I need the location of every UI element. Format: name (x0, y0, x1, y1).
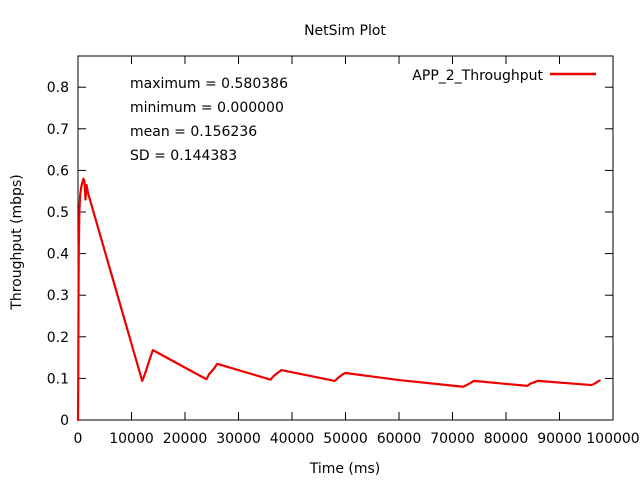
y-tick-label: 0.7 (47, 122, 69, 138)
x-axis-ticks: 0 10000 20000 30000 40000 50000 60000 70000 8000… (74, 56, 640, 447)
stat-mean: mean = 0.156236 (130, 124, 257, 140)
stat-minimum: minimum = 0.000000 (130, 100, 284, 116)
x-tick-label: 40000 (270, 431, 315, 447)
x-tick-label: 10000 (109, 431, 154, 447)
stat-maximum: maximum = 0.580386 (130, 76, 288, 92)
legend-label: APP_2_Throughput (412, 68, 543, 84)
x-tick-label: 20000 (163, 431, 208, 447)
chart-title: NetSim Plot (304, 23, 386, 39)
stat-sd: SD = 0.144383 (130, 148, 237, 164)
y-tick-label: 0.6 (47, 163, 69, 179)
y-tick-label: 0.8 (47, 80, 69, 96)
y-axis-ticks: 0 0.1 0.2 0.3 0.4 0.5 0.6 0.7 0.8 (47, 80, 613, 429)
x-tick-label: 90000 (537, 431, 582, 447)
series-line (76, 177, 601, 422)
y-tick-label: 0.3 (47, 288, 69, 304)
y-tick-label: 0.1 (47, 371, 69, 387)
y-axis-label: Throughput (mbps) (9, 174, 25, 310)
y-tick-label: 0.2 (47, 330, 69, 346)
x-tick-label: 70000 (430, 431, 475, 447)
x-tick-label: 30000 (216, 431, 261, 447)
stats-annotation: maximum = 0.580386 minimum = 0.000000 me… (130, 76, 288, 164)
y-tick-label: 0.4 (47, 247, 69, 263)
x-tick-label: 60000 (377, 431, 422, 447)
x-tick-label: 0 (74, 431, 83, 447)
legend: APP_2_Throughput (412, 68, 596, 84)
x-tick-label: 100000 (586, 431, 639, 447)
y-tick-label: 0 (60, 413, 69, 429)
series-group (76, 177, 601, 422)
y-tick-label: 0.5 (47, 205, 69, 221)
x-axis-label: Time (ms) (309, 461, 381, 477)
x-tick-label: 80000 (484, 431, 529, 447)
x-tick-label: 50000 (323, 431, 368, 447)
